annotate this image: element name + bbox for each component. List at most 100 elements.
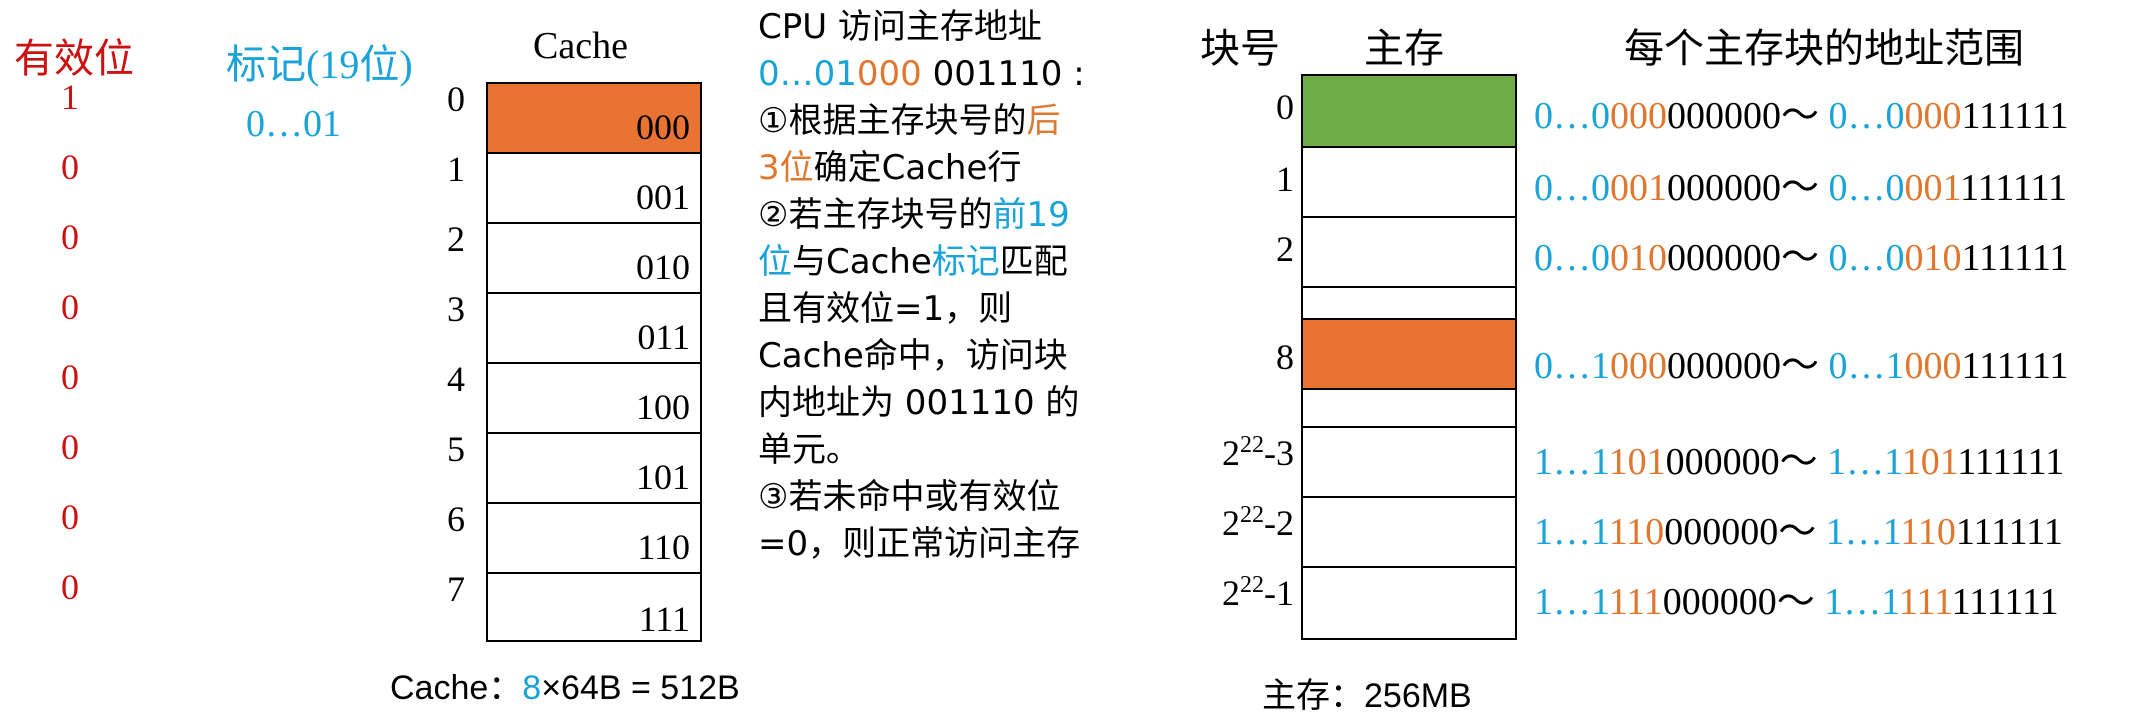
desc-step2-line3: 且有效位=1，则 xyxy=(758,289,1013,329)
memory-block-label: 8 xyxy=(1276,337,1294,377)
cache-size-label: Cache： xyxy=(390,669,523,707)
memory-block-label: 222-1 xyxy=(1204,572,1294,614)
address-range: 1…1110000000～ 1…1110111111 xyxy=(1534,500,2063,555)
range-part-s-blue: 0…0 xyxy=(1534,167,1610,209)
memory-block xyxy=(1303,390,1515,428)
cache-header: Cache xyxy=(533,25,628,67)
memory-block-label: 1 xyxy=(1276,159,1294,199)
range-part-s-orange: 111 xyxy=(1609,581,1663,623)
cache-line: 010 xyxy=(488,224,700,294)
range-part-s-orange: 000 xyxy=(1610,345,1667,387)
range-part-e-orange: 110 xyxy=(1901,511,1956,553)
range-part-e-black: 111111 xyxy=(1952,581,2059,623)
range-part-s-orange: 001 xyxy=(1610,167,1667,209)
range-part-s-black: 000000 xyxy=(1667,345,1781,387)
cache-line-index: 0 xyxy=(447,79,465,119)
desc-step3-line1: ③若未命中或有效位 xyxy=(758,477,1061,517)
address-range: 0…0000000000～ 0…0000111111 xyxy=(1534,84,2068,139)
cache-line-index: 6 xyxy=(447,499,465,539)
cache-line-value: 010 xyxy=(636,247,690,287)
range-part-s-black: 000000 xyxy=(1665,441,1780,483)
block-number-header: 块号 xyxy=(1200,26,1280,71)
memory-size-label: 主存： xyxy=(1262,677,1364,715)
range-part-e-blue: 1…1 xyxy=(1827,441,1903,483)
memory-size-caption: 主存：256MB xyxy=(1262,668,1472,717)
valid-bit: 0 xyxy=(61,567,79,607)
range-part-s-blue: 1…1 xyxy=(1534,511,1610,553)
cache-line-value: 101 xyxy=(636,457,690,497)
cache-size-rest: ×64B = 512B xyxy=(541,669,740,707)
range-part-s-orange: 000 xyxy=(1610,95,1667,137)
memory-block xyxy=(1303,568,1515,638)
range-part-e-black: 111111 xyxy=(1955,511,2063,553)
valid-bit: 0 xyxy=(61,497,79,537)
cache-line: 111 xyxy=(488,574,700,644)
desc-step1-line1: ①根据主存块号的后 xyxy=(758,101,1061,141)
label-suffix: -1 xyxy=(1264,573,1294,613)
cache-line-index: 4 xyxy=(447,359,465,399)
tag-value: 0…01 xyxy=(246,103,341,145)
cache-line-value: 011 xyxy=(637,317,690,357)
label-base: 2 xyxy=(1222,433,1240,473)
cache-line: 001 xyxy=(488,154,700,224)
range-part-e-black: 111111 xyxy=(1961,95,2069,137)
range-part-s-orange: 101 xyxy=(1609,441,1666,483)
valid-bit: 0 xyxy=(61,357,79,397)
range-part-e-blue: 1…1 xyxy=(1824,581,1900,623)
range-part-s-orange: 010 xyxy=(1610,237,1667,279)
range-part-e-orange: 001 xyxy=(1904,167,1961,209)
cache-line-value: 100 xyxy=(636,387,690,427)
label-exponent: 22 xyxy=(1240,502,1264,528)
range-part-e-blue: 0…0 xyxy=(1828,95,1905,137)
memory-block xyxy=(1303,428,1515,498)
range-part-sep: ～ xyxy=(1781,167,1829,209)
memory-block-label: 0 xyxy=(1276,87,1294,127)
memory-size-value: 256MB xyxy=(1364,677,1472,715)
cache-line: 011 xyxy=(488,294,700,364)
range-part-e-orange: 101 xyxy=(1902,441,1958,483)
address-range: 1…1111000000～ 1…1111111111 xyxy=(1534,570,2059,625)
range-part-e-blue: 0…1 xyxy=(1828,345,1905,387)
range-part-s-orange: 110 xyxy=(1609,511,1665,553)
memory-block-label: 222-3 xyxy=(1204,432,1294,474)
main-memory-table xyxy=(1301,74,1517,640)
desc-title: CPU 访问主存地址 xyxy=(758,7,1042,47)
tag-header: 标记(19位) xyxy=(226,42,413,87)
label-exponent: 22 xyxy=(1240,432,1264,458)
desc-step2-line5: 内地址为 001110 的 xyxy=(758,383,1080,423)
cache-line-value: 111 xyxy=(638,599,690,639)
address-range-header: 每个主存块的地址范围 xyxy=(1624,26,2024,71)
desc-step2-line6: 单元。 xyxy=(758,430,860,470)
valid-bit: 0 xyxy=(61,287,79,327)
valid-bit-header: 有效位 xyxy=(14,36,134,81)
range-part-sep: ～ xyxy=(1781,237,1829,279)
label-base: 2 xyxy=(1222,573,1240,613)
access-description: CPU 访问主存地址 0…01000 001110 : ①根据主存块号的后 3位… xyxy=(758,4,1085,568)
address-range: 0…1000000000～ 0…1000111111 xyxy=(1534,334,2068,389)
cache-line-index: 2 xyxy=(447,219,465,259)
cache-line: 100 xyxy=(488,364,700,434)
cache-line: 110 xyxy=(488,504,700,574)
cache-line-value: 000 xyxy=(636,107,690,147)
desc-step2-line2: 位与Cache标记匹配 xyxy=(758,242,1068,282)
range-part-e-blue: 1…1 xyxy=(1825,511,1901,553)
cache-size-caption: Cache：8×64B = 512B xyxy=(390,660,740,709)
range-part-s-black: 000000 xyxy=(1667,237,1781,279)
cache-line-index: 7 xyxy=(447,569,465,609)
range-part-s-blue: 0…0 xyxy=(1534,95,1610,137)
cache-line-value: 001 xyxy=(636,177,690,217)
range-part-s-black: 000000 xyxy=(1667,167,1781,209)
memory-block xyxy=(1303,148,1515,218)
addr-index-part: 000 xyxy=(856,54,922,94)
range-part-e-blue: 0…0 xyxy=(1828,167,1905,209)
range-part-e-orange: 111 xyxy=(1899,581,1953,623)
range-part-s-black: 000000 xyxy=(1667,95,1781,137)
cache-line-value: 110 xyxy=(637,527,690,567)
memory-block xyxy=(1303,320,1515,390)
range-part-e-orange: 010 xyxy=(1904,237,1962,279)
valid-bit: 0 xyxy=(61,427,79,467)
label-base: 2 xyxy=(1222,503,1240,543)
range-part-s-blue: 1…1 xyxy=(1534,441,1610,483)
main-memory-header: 主存 xyxy=(1364,26,1444,71)
range-part-sep: ～ xyxy=(1781,95,1829,137)
